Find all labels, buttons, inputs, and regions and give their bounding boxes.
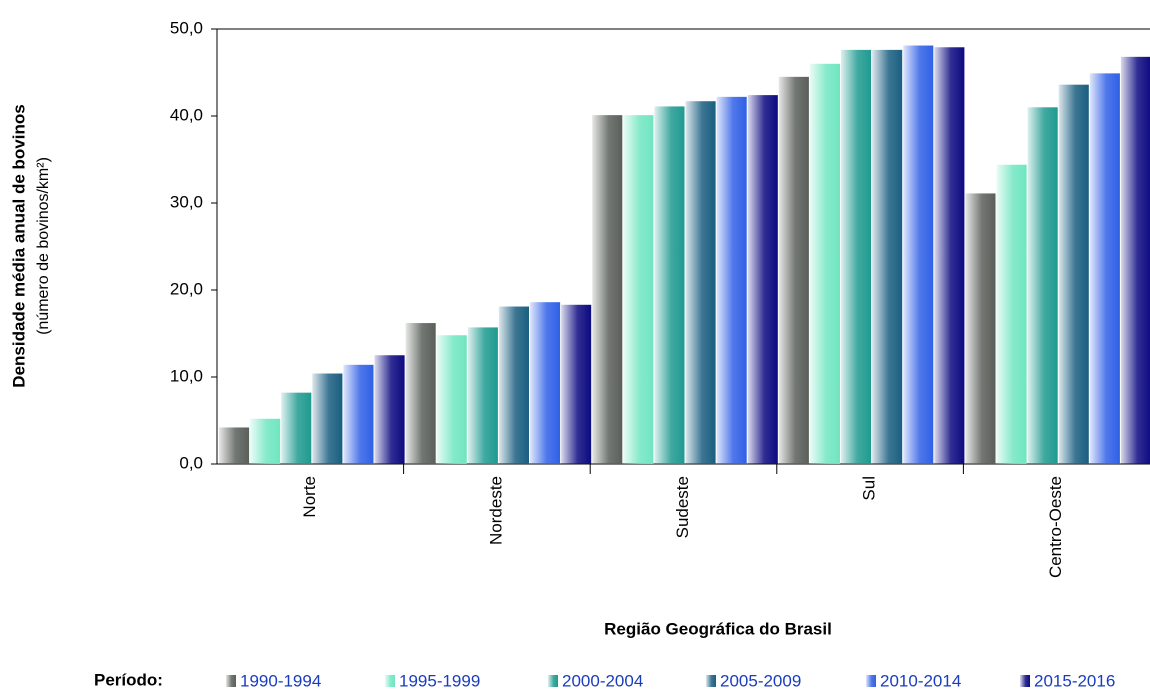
legend-swatch — [548, 675, 558, 687]
y-tick-label: 40,0 — [170, 105, 203, 124]
bar — [530, 302, 561, 464]
y-tick-label: 0,0 — [179, 453, 203, 472]
bar — [281, 392, 312, 464]
bar — [934, 47, 965, 465]
bar — [1027, 107, 1058, 465]
y-tick-label: 30,0 — [170, 192, 203, 211]
bar — [654, 106, 685, 465]
bar — [623, 115, 654, 464]
legend-label: 2010-2014 — [880, 671, 961, 690]
bar — [996, 164, 1027, 464]
bar — [1058, 84, 1089, 465]
legend-title: Período: — [94, 670, 163, 689]
bar — [436, 335, 467, 464]
legend-label: 1995-1999 — [399, 671, 480, 690]
x-axis-label: Região Geográfica do Brasil — [604, 619, 832, 638]
bar — [716, 96, 747, 465]
x-tick-label: Norte — [300, 476, 319, 518]
y-axis-label: Densidade média anual de bovinos — [9, 104, 28, 387]
bar — [561, 304, 592, 464]
bar — [809, 63, 840, 465]
bar — [219, 427, 250, 464]
legend-label: 1990-1994 — [240, 671, 321, 690]
legend-swatch — [226, 675, 236, 687]
legend-swatch — [866, 675, 876, 687]
bar — [903, 45, 934, 464]
bar — [343, 364, 374, 464]
bar — [374, 355, 405, 464]
x-tick-label: Centro-Oeste — [1046, 476, 1065, 578]
x-tick-label: Nordeste — [486, 476, 505, 545]
legend-label: 2005-2009 — [720, 671, 801, 690]
legend-label: 2015-2016 — [1034, 671, 1115, 690]
y-tick-label: 10,0 — [170, 366, 203, 385]
legend-swatch — [385, 675, 395, 687]
bar — [747, 95, 778, 465]
bar — [841, 49, 872, 464]
x-tick-label: Sul — [860, 476, 879, 501]
y-tick-label: 50,0 — [170, 18, 203, 37]
bar — [498, 306, 529, 464]
bar — [592, 115, 623, 464]
bar — [685, 101, 716, 465]
bar — [467, 327, 498, 464]
bar — [1089, 73, 1120, 465]
legend-swatch — [706, 675, 716, 687]
x-tick-label: Sudeste — [673, 476, 692, 538]
legend-swatch — [1020, 675, 1030, 687]
bar — [872, 49, 903, 464]
bar — [1120, 56, 1150, 465]
bar — [778, 76, 809, 464]
bar — [250, 418, 281, 464]
legend-label: 2000-2004 — [562, 671, 643, 690]
bar — [312, 373, 343, 464]
y-axis-sublabel: (número de bovinos/km²) — [35, 157, 52, 335]
bar — [965, 193, 996, 464]
bar — [405, 323, 436, 464]
y-tick-label: 20,0 — [170, 279, 203, 298]
